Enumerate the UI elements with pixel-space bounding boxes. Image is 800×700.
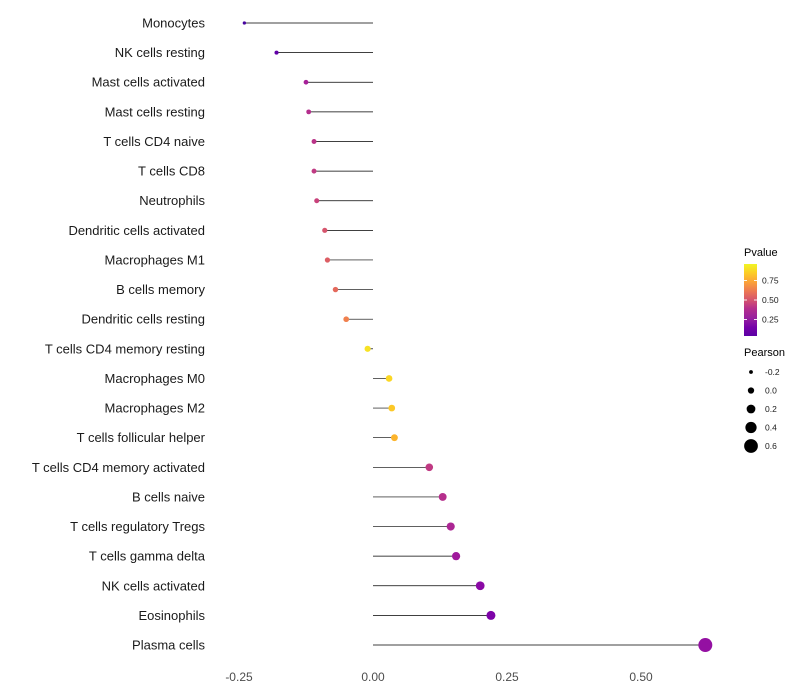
lollipop-dot	[303, 79, 309, 85]
lollipop-dot	[314, 198, 320, 204]
lollipop-dot	[274, 50, 279, 55]
lollipop-dot	[385, 375, 393, 382]
category-label: Eosinophils	[139, 608, 206, 623]
category-label: NK cells activated	[102, 578, 205, 593]
pearson-legend-dot	[744, 439, 758, 453]
category-label: Mast cells resting	[105, 104, 205, 119]
category-label: Mast cells activated	[92, 75, 205, 90]
category-label: T cells regulatory Tregs	[70, 519, 205, 534]
pearson-legend-dot	[747, 387, 755, 394]
pearson-legend-dot	[745, 421, 757, 434]
category-label: Neutrophils	[139, 193, 205, 208]
pvalue-legend-title: Pvalue	[744, 247, 778, 259]
category-label: Plasma cells	[132, 638, 205, 653]
lollipop-dot	[311, 168, 317, 174]
lollipop-dot	[322, 227, 328, 233]
lollipop-dot	[451, 552, 461, 561]
pearson-legend-label: -0.2	[765, 367, 780, 377]
category-label: T cells CD4 memory resting	[45, 341, 205, 356]
lollipop-dot	[306, 109, 312, 115]
lollipop-dot	[446, 522, 455, 531]
category-label: Macrophages M0	[105, 371, 205, 386]
lollipop-dot	[364, 345, 371, 352]
category-label: B cells memory	[116, 282, 205, 297]
x-axis-tick-label: 0.50	[629, 670, 653, 684]
lollipop-dot	[475, 581, 485, 591]
lollipop-dot	[332, 286, 339, 293]
x-axis-tick-label: 0.25	[495, 670, 519, 684]
category-label: Macrophages M1	[105, 252, 205, 267]
lollipop-dot	[324, 257, 331, 263]
x-axis-tick-label: 0.00	[361, 670, 385, 684]
category-label: Dendritic cells activated	[68, 223, 205, 238]
x-axis-tick-label: -0.25	[225, 670, 253, 684]
lollipop-dot	[425, 463, 434, 472]
category-label: T cells CD4 naive	[103, 134, 205, 149]
category-label: B cells naive	[132, 489, 205, 504]
lollipop-dot	[343, 316, 350, 323]
category-label: Dendritic cells resting	[81, 312, 205, 327]
category-label: NK cells resting	[115, 45, 205, 60]
pvalue-legend-gradient	[744, 264, 757, 336]
lollipop-dot	[311, 139, 317, 144]
pvalue-legend-label: 0.75	[762, 276, 779, 286]
pvalue-legend-label: 0.25	[762, 314, 779, 324]
lollipop-dot	[242, 21, 247, 25]
pvalue-legend-label: 0.50	[762, 295, 779, 305]
lollipop-dot	[438, 492, 447, 501]
category-label: T cells CD4 memory activated	[32, 460, 205, 475]
category-label: Monocytes	[142, 16, 205, 31]
category-label: Macrophages M2	[105, 401, 205, 416]
category-label: T cells follicular helper	[77, 430, 206, 445]
pearson-legend-label: 0.0	[765, 386, 777, 396]
category-label: T cells gamma delta	[89, 549, 206, 564]
pearson-legend-label: 0.4	[765, 423, 777, 433]
pearson-legend-title: Pearson	[744, 347, 785, 359]
pearson-legend-dot	[749, 370, 753, 374]
pearson-legend-dot	[746, 404, 756, 414]
lollipop-dot	[486, 610, 496, 620]
lollipop-dot	[698, 638, 713, 653]
lollipop-dot	[388, 404, 396, 412]
category-label: T cells CD8	[138, 164, 205, 179]
lollipop-dot	[391, 434, 398, 442]
pearson-legend-label: 0.6	[765, 441, 777, 451]
pearson-legend-label: 0.2	[765, 404, 777, 414]
